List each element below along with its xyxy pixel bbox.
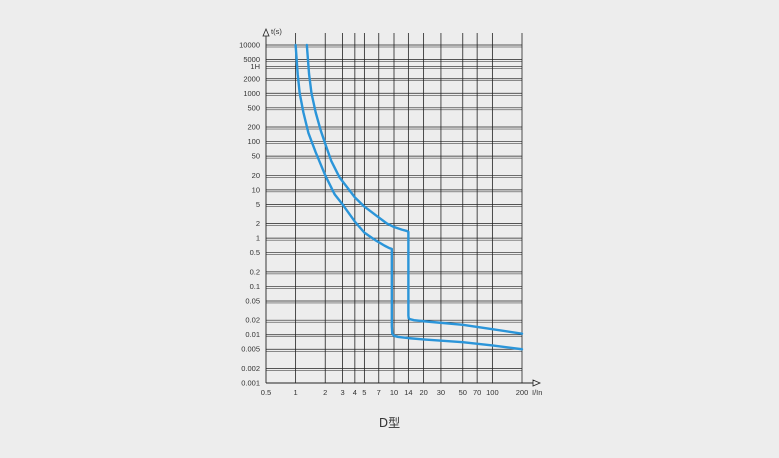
tick-labels: 0.5 1 2 3 4 5 7 10 14 20 30 50 70 100 2001000050001H20… <box>239 41 528 398</box>
x-tick-label: 200 <box>516 388 529 397</box>
y-tick-label: 10000 <box>239 41 260 50</box>
y-tick-label: 500 <box>247 103 260 112</box>
y-tick-label: 50 <box>252 152 260 161</box>
y-tick-label: 200 <box>247 123 260 132</box>
axes <box>262 27 542 387</box>
y-axis-arrow <box>262 27 270 37</box>
curve-type-caption: D型 <box>378 416 401 430</box>
y-tick-label: 1 <box>256 234 260 243</box>
grid <box>266 33 523 384</box>
x-tick-label: 50 <box>459 388 467 397</box>
y-tick-label: 1000 <box>243 89 260 98</box>
y-tick-label: 0.05 <box>245 296 260 305</box>
x-tick-label: 20 <box>419 388 427 397</box>
y-tick-label: 100 <box>247 137 260 146</box>
y-tick-label: 0.001 <box>241 379 260 388</box>
x-tick-label: 30 <box>437 388 445 397</box>
x-axis-label: I/In <box>532 388 542 397</box>
x-tick-label: 3 <box>340 388 344 397</box>
x-tick-label: 4 <box>353 388 357 397</box>
x-tick-label: 100 <box>486 388 499 397</box>
y-tick-label: 0.5 <box>250 248 260 257</box>
y-tick-label: 0.1 <box>250 282 260 291</box>
y-tick-label: 5000 <box>243 55 260 64</box>
x-tick-label: 10 <box>390 388 398 397</box>
x-tick-label: 2 <box>323 388 327 397</box>
x-axis-arrow <box>532 379 542 387</box>
y-tick-label: 2 <box>256 219 260 228</box>
y-axis-label: t(s) <box>271 27 282 36</box>
x-tick-label: 5 <box>362 388 366 397</box>
x-tick-label: 70 <box>473 388 481 397</box>
y-tick-label: 5 <box>256 200 260 209</box>
y-tick-label: 0.002 <box>241 364 260 373</box>
trip-curve-1 <box>294 43 524 351</box>
y-tick-label: 0.01 <box>245 330 260 339</box>
x-tick-label: 14 <box>404 388 412 397</box>
y-tick-label: 0.2 <box>250 267 260 276</box>
x-tick-label: 1 <box>294 388 298 397</box>
x-tick-label: 0.5 <box>261 388 271 397</box>
y-tick-label: 20 <box>252 171 260 180</box>
y-tick-label: 0.02 <box>245 316 260 325</box>
y-tick-label: 2000 <box>243 74 260 83</box>
y-tick-label: 1H <box>250 62 260 71</box>
x-tick-label: 7 <box>377 388 381 397</box>
y-tick-label: 10 <box>252 185 260 194</box>
y-tick-label: 0.005 <box>241 345 260 354</box>
curves <box>294 43 524 351</box>
trip-curve-2 <box>305 43 524 335</box>
